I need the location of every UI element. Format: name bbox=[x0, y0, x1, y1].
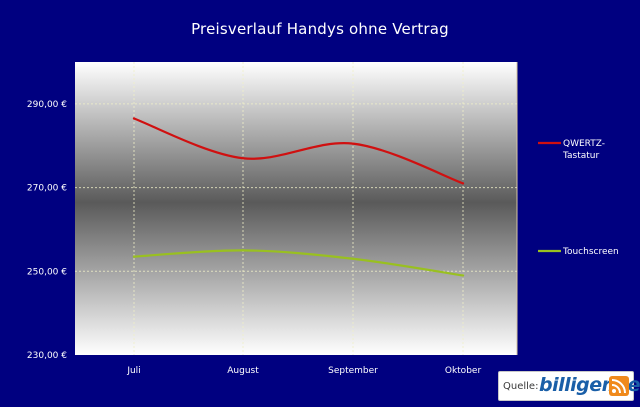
plot-area bbox=[75, 62, 517, 355]
legend-label-1: Tastatur bbox=[562, 151, 599, 161]
data-point bbox=[461, 274, 465, 277]
series-line-1 bbox=[133, 117, 464, 185]
data-point bbox=[461, 182, 465, 185]
data-point bbox=[132, 255, 136, 258]
source-badge[interactable]: Quelle: billiger.de bbox=[498, 371, 640, 401]
data-point bbox=[241, 157, 245, 160]
x-tick-label: Oktober bbox=[445, 366, 482, 376]
x-tick-label: Juli bbox=[126, 366, 140, 376]
data-point bbox=[351, 142, 355, 145]
rss-icon bbox=[609, 376, 629, 396]
data-point bbox=[351, 257, 355, 260]
data-point bbox=[132, 117, 136, 120]
y-tick-label: 270,00 € bbox=[27, 184, 67, 194]
y-tick-label: 250,00 € bbox=[27, 267, 67, 277]
x-tick-label: September bbox=[328, 366, 378, 376]
legend-label-2: Touchscreen bbox=[562, 247, 619, 257]
data-point bbox=[241, 249, 245, 252]
x-tick-label: August bbox=[227, 366, 259, 376]
legend-label-1: QWERTZ- bbox=[563, 139, 605, 149]
y-tick-label: 230,00 € bbox=[27, 351, 67, 361]
series-line-2 bbox=[133, 249, 464, 277]
chart-title: Preisverlauf Handys ohne Vertrag bbox=[191, 20, 449, 38]
y-tick-label: 290,00 € bbox=[27, 100, 67, 110]
source-label: Quelle: bbox=[503, 381, 539, 392]
